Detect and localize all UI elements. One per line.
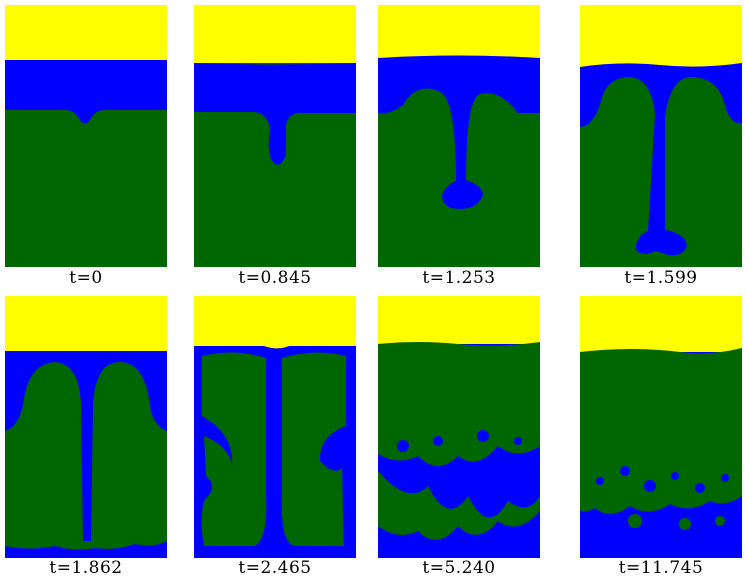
frame-8 xyxy=(580,296,742,558)
frame-8-label: t=11.745 xyxy=(618,558,704,578)
frame-8-image xyxy=(580,296,742,558)
frame-7 xyxy=(378,296,540,558)
frame-4-label: t=1.599 xyxy=(624,268,698,288)
frame-1-label: t=0 xyxy=(69,268,103,288)
frame-5 xyxy=(5,296,167,558)
frame-6-image xyxy=(194,296,356,558)
frame-3 xyxy=(378,5,540,267)
frame-3-label: t=1.253 xyxy=(422,268,496,288)
frame-6-label: t=2.465 xyxy=(238,558,312,578)
frame-3-image xyxy=(378,5,540,267)
frame-2-image xyxy=(194,5,356,267)
frame-2-label: t=0.845 xyxy=(238,268,312,288)
frame-5-image xyxy=(5,296,167,558)
frame-2 xyxy=(194,5,356,267)
frame-1-image xyxy=(5,5,167,267)
frame-7-label: t=5.240 xyxy=(422,558,496,578)
frame-4-image xyxy=(580,5,742,267)
frame-6 xyxy=(194,296,356,558)
frame-4 xyxy=(580,5,742,267)
frame-1 xyxy=(5,5,167,267)
frame-7-image xyxy=(378,296,540,558)
frame-5-label: t=1.862 xyxy=(49,558,123,578)
